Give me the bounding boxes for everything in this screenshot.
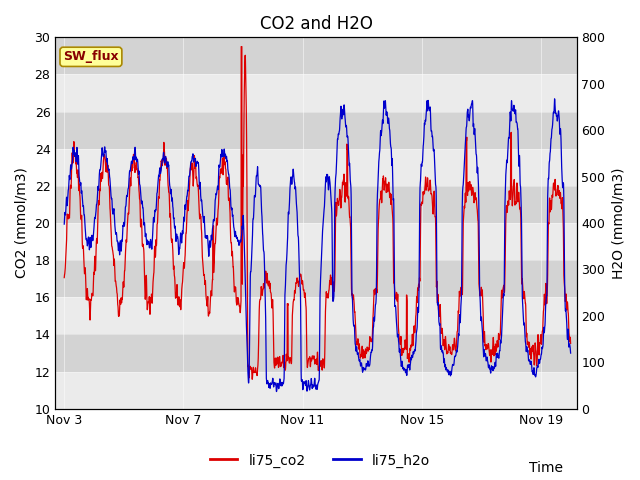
Text: Time: Time [529, 461, 563, 475]
Title: CO2 and H2O: CO2 and H2O [259, 15, 372, 33]
Y-axis label: CO2 (mmol/m3): CO2 (mmol/m3) [15, 168, 29, 278]
Bar [55, 335, 577, 372]
Bar [55, 37, 577, 74]
Bar [55, 149, 577, 186]
Bar [55, 74, 577, 112]
Bar [55, 297, 577, 335]
Legend: li75_co2, li75_h2o: li75_co2, li75_h2o [204, 448, 436, 473]
Y-axis label: H2O (mmol/m3): H2O (mmol/m3) [611, 168, 625, 279]
Bar [55, 186, 577, 223]
Bar [55, 260, 577, 297]
Bar [55, 223, 577, 260]
Text: SW_flux: SW_flux [63, 50, 119, 63]
Bar [55, 372, 577, 409]
Bar [55, 112, 577, 149]
